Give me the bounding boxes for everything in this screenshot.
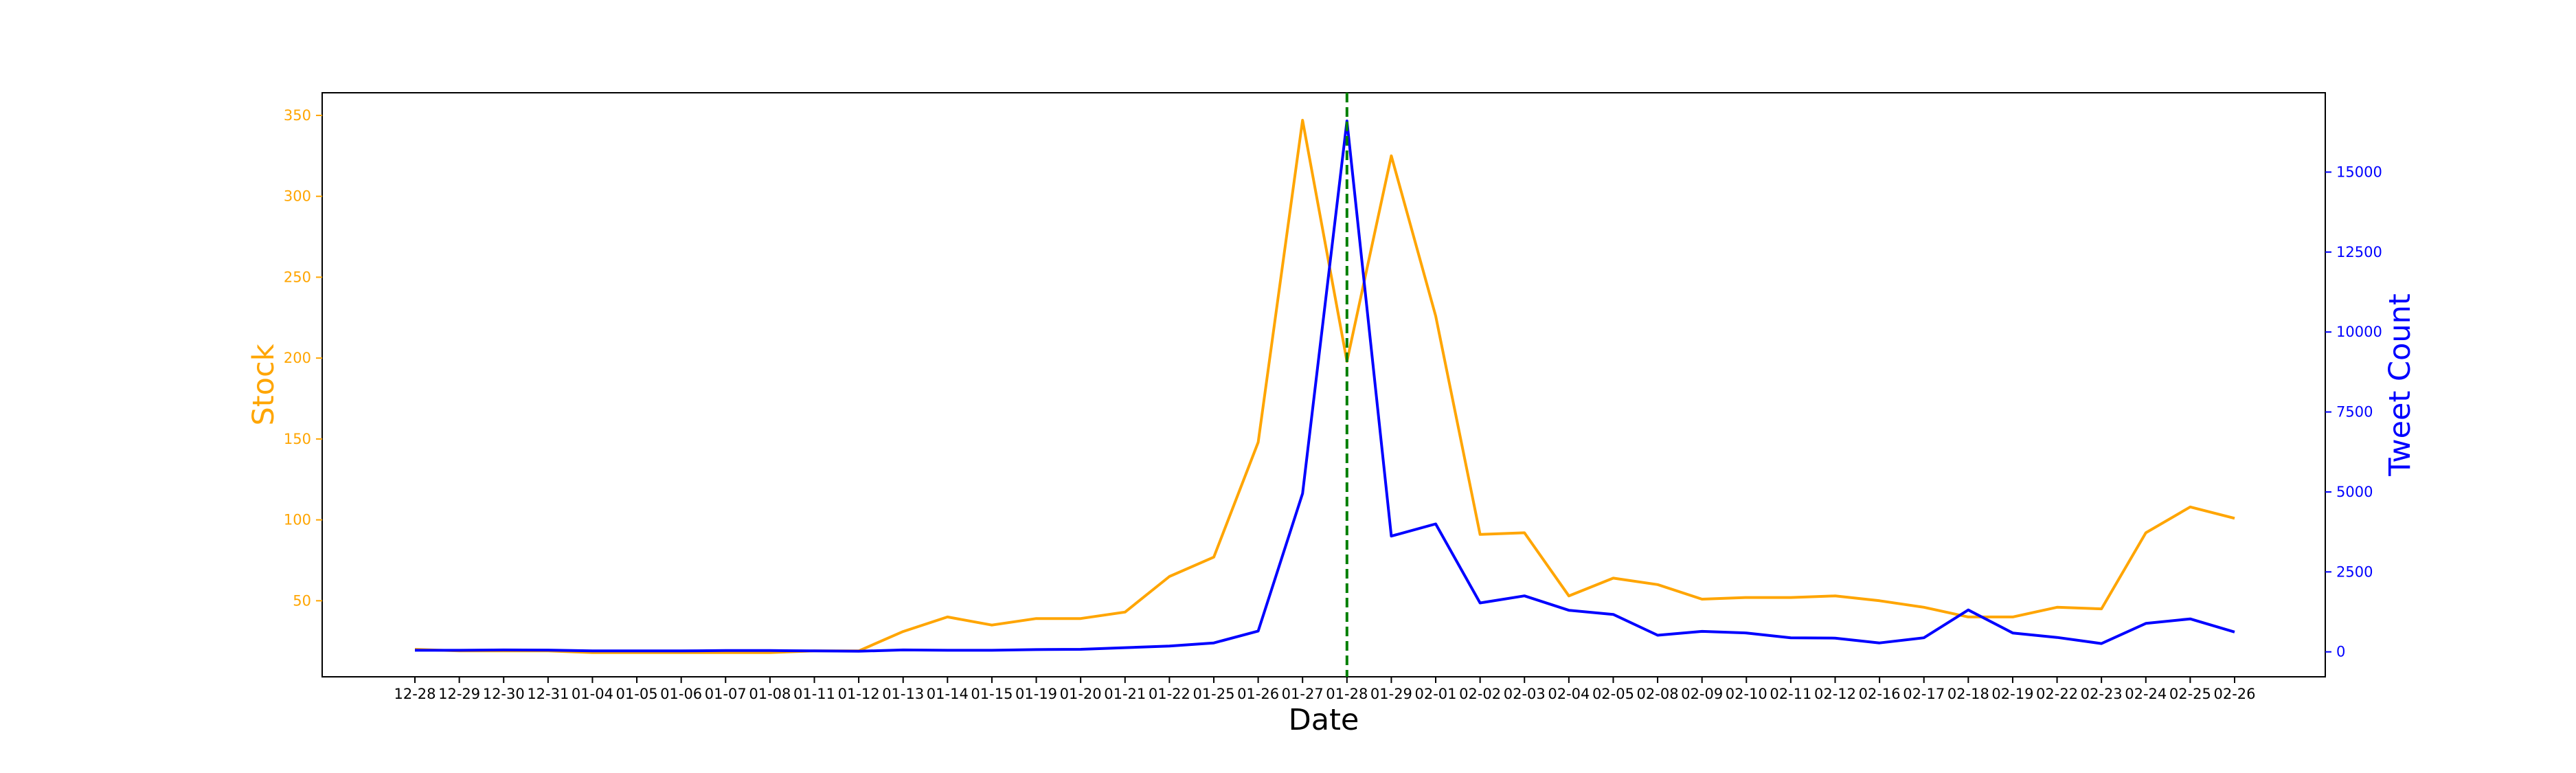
x-tick-label: 01-13: [882, 686, 924, 702]
x-tick-label: 02-26: [2213, 686, 2255, 702]
x-axis-title: Date: [1289, 703, 1359, 737]
right-y-tick-label: 7500: [2336, 404, 2373, 421]
right-y-axis: 0 2500 5000 7500 10000 12500 15000: [2325, 164, 2382, 660]
series-layer: [414, 119, 2235, 654]
x-tick-label: 02-17: [1903, 686, 1945, 702]
left-y-tick-label: 50: [293, 592, 311, 609]
x-tick-label: 01-12: [838, 686, 880, 702]
left-y-axis-title: Stock: [247, 344, 281, 425]
x-tick-label: 12-30: [483, 686, 525, 702]
left-y-axis: 50 100 150 200 250 300 350: [284, 107, 322, 609]
x-tick-label: 02-22: [2036, 686, 2078, 702]
x-tick-label: 01-15: [971, 686, 1013, 702]
x-tick-label: 01-22: [1149, 686, 1190, 702]
left-y-tick-label: 100: [284, 512, 311, 528]
x-tick-label: 02-02: [1459, 686, 1501, 702]
x-tick-label: 12-29: [438, 686, 480, 702]
tweet-count-series-line: [415, 120, 2235, 653]
x-tick-label: 02-11: [1770, 686, 1811, 702]
right-y-tick-label: 2500: [2336, 563, 2373, 580]
right-y-tick-label: 15000: [2336, 164, 2382, 180]
x-tick-label: 02-08: [1637, 686, 1679, 702]
x-tick-label: 02-10: [1726, 686, 1767, 702]
x-tick-label: 01-25: [1193, 686, 1234, 702]
x-axis: 12-28 12-29 12-30 12-31 01-04 01-05 01-06 01-07…: [394, 677, 2256, 702]
x-tick-label: 01-05: [616, 686, 658, 702]
x-tick-label: 01-14: [927, 686, 969, 702]
x-tick-label: 02-01: [1415, 686, 1457, 702]
stock-series-line: [414, 119, 2235, 654]
x-tick-label: 01-27: [1282, 686, 1324, 702]
x-tick-label: 02-18: [1947, 686, 1989, 702]
x-tick-label: 01-04: [572, 686, 613, 702]
x-tick-label: 12-31: [527, 686, 569, 702]
x-tick-label: 01-11: [793, 686, 835, 702]
plot-area-frame: [321, 92, 2326, 677]
right-y-tick-label: 0: [2336, 644, 2345, 660]
left-y-tick-label: 200: [284, 350, 311, 366]
left-y-tick-label: 300: [284, 188, 311, 205]
x-tick-label: 02-04: [1548, 686, 1590, 702]
x-tick-label: 02-16: [1859, 686, 1901, 702]
x-tick-label: 01-19: [1015, 686, 1057, 702]
x-tick-label: 01-06: [660, 686, 702, 702]
left-y-tick-label: 250: [284, 269, 311, 285]
x-tick-label: 01-20: [1060, 686, 1102, 702]
x-tick-label: 02-25: [2169, 686, 2211, 702]
x-tick-label: 02-12: [1814, 686, 1856, 702]
x-tick-label: 02-19: [1991, 686, 2033, 702]
left-y-tick-label: 150: [284, 431, 311, 447]
x-tick-label: 01-26: [1237, 686, 1279, 702]
x-tick-label: 01-07: [705, 686, 747, 702]
right-y-tick-label: 12500: [2336, 244, 2382, 260]
right-y-tick-label: 10000: [2336, 324, 2382, 340]
x-tick-label: 01-29: [1370, 686, 1412, 702]
x-tick-label: 02-05: [1592, 686, 1634, 702]
x-tick-label: 02-09: [1681, 686, 1723, 702]
x-tick-label: 02-03: [1504, 686, 1546, 702]
x-tick-label: 12-28: [394, 686, 436, 702]
x-tick-label: 01-28: [1326, 686, 1368, 702]
left-y-tick-label: 350: [284, 107, 311, 124]
x-tick-label: 01-08: [749, 686, 791, 702]
x-tick-label: 02-23: [2081, 686, 2123, 702]
x-tick-label: 01-21: [1104, 686, 1146, 702]
right-y-tick-label: 5000: [2336, 484, 2373, 500]
x-tick-label: 02-24: [2125, 686, 2167, 702]
right-y-axis-title: Tweet Count: [2383, 293, 2417, 476]
